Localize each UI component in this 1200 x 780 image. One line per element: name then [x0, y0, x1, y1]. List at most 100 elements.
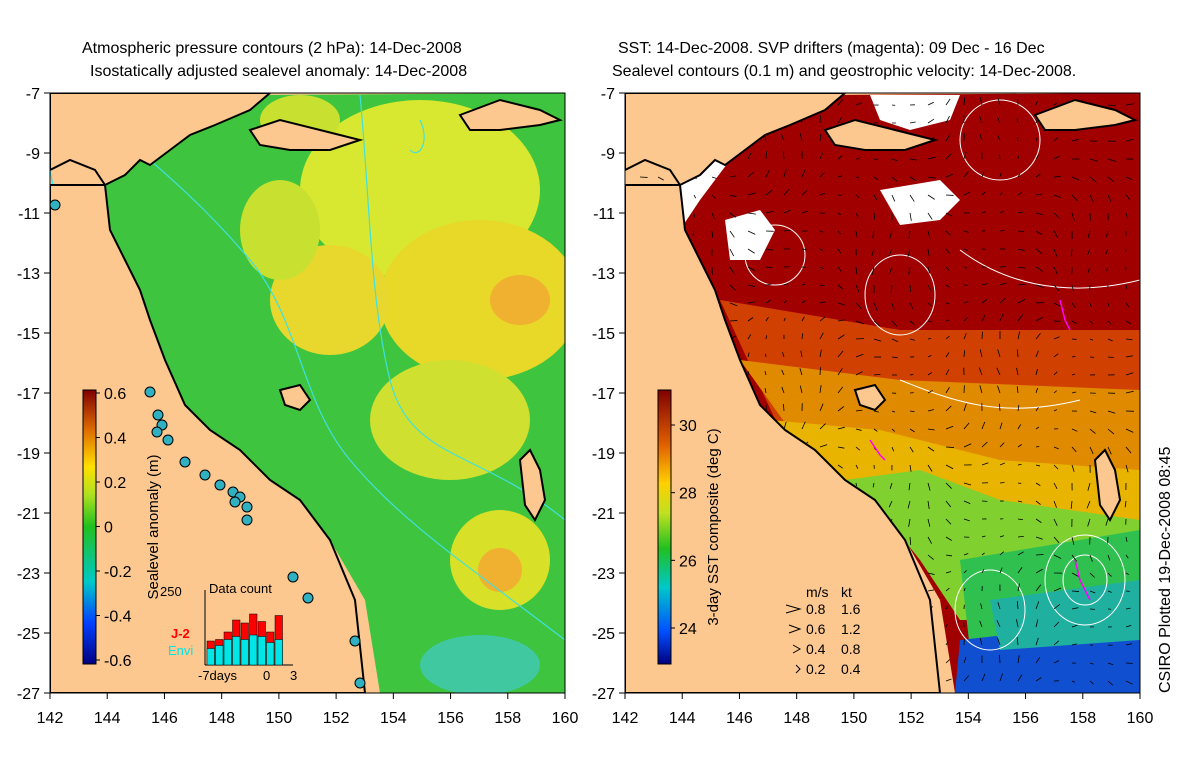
velocity-arrow — [837, 386, 844, 394]
y-tick-label: -27 — [17, 686, 40, 703]
y-tick-label: -13 — [17, 266, 40, 283]
velocity-arrow — [747, 230, 756, 235]
x-tick-label: 154 — [955, 710, 982, 727]
velocity-arrow — [837, 266, 842, 272]
velocity-arrow — [837, 117, 843, 124]
velocity-arrow — [1017, 173, 1021, 178]
velocity-arrow — [945, 335, 950, 340]
velocity-arrow — [819, 115, 821, 124]
velocity-arrow — [1071, 284, 1074, 292]
inset-xlabel-zero: 0 — [263, 668, 270, 683]
velocity-arrow — [963, 266, 968, 269]
velocity-arrow — [945, 464, 954, 470]
velocity-arrow — [783, 189, 790, 196]
velocity-arrow — [747, 334, 752, 340]
velocity-arrow — [1053, 155, 1060, 160]
left-map — [50, 93, 565, 693]
velocity-arrow — [1107, 680, 1113, 686]
velocity-arrow — [1071, 680, 1076, 683]
y-tick-label: -17 — [592, 386, 615, 403]
velocity-arrow — [1016, 601, 1019, 610]
velocity-arrow — [801, 170, 806, 178]
velocity-arrow — [729, 284, 737, 291]
inset-bar-envi — [240, 639, 249, 666]
velocity-arrow — [819, 367, 821, 376]
y-tick-label: -25 — [592, 626, 615, 643]
velocity-arrow — [819, 316, 826, 322]
velocity-arrow — [945, 284, 950, 288]
velocity-arrow — [873, 338, 882, 342]
velocity-arrow — [1035, 584, 1042, 592]
velocity-arrow — [1035, 536, 1043, 540]
velocity-arrow — [1125, 643, 1133, 646]
velocity-arrow — [963, 500, 971, 504]
velocity-arrow — [888, 266, 893, 275]
velocity-arrow — [819, 248, 824, 251]
velocity-arrow — [963, 350, 966, 358]
left-axes: -7 -9 -11 -13 -15 -17 -19 -21 -23 -25 -27 142 144 146… — [17, 86, 579, 727]
x-tick-label: 160 — [1127, 710, 1154, 727]
velocity-arrow — [891, 446, 895, 452]
velocity-arrow — [1035, 173, 1041, 178]
velocity-arrow — [837, 230, 841, 235]
velocity-arrow — [837, 99, 844, 106]
velocity-arrow — [1017, 248, 1025, 251]
velocity-arrow — [908, 518, 911, 527]
velocity-arrow — [889, 230, 893, 239]
velocity-arrow — [909, 428, 915, 433]
velocity-arrow — [1107, 194, 1112, 202]
velocity-arrow — [997, 116, 1001, 124]
velocity-arrow — [1125, 355, 1134, 358]
velocity-arrow — [855, 409, 863, 412]
velocity-arrow — [747, 212, 756, 215]
velocity-arrow — [1105, 518, 1109, 526]
velocity-arrow — [1071, 554, 1077, 562]
velocity-arrow — [1053, 371, 1058, 376]
velocity-arrow — [927, 118, 935, 124]
velocity-arrow — [999, 192, 1003, 196]
velocity-arrow — [909, 446, 914, 453]
inset-bar-envi — [249, 634, 258, 666]
velocity-arrow — [945, 302, 950, 304]
vel-row-ms: 0.8 — [806, 601, 826, 617]
velocity-arrow — [782, 403, 785, 412]
velocity-arrow — [783, 169, 787, 178]
velocity-arrow — [855, 446, 861, 451]
velocity-arrow — [1125, 428, 1134, 433]
velocity-arrow — [781, 369, 785, 376]
velocity-arrow — [945, 500, 952, 508]
velocity-arrow — [1017, 444, 1022, 448]
inset-bar-envi — [206, 648, 215, 666]
velocity-arrow — [1053, 284, 1060, 292]
right-map — [625, 93, 1140, 693]
velocity-arrow — [729, 230, 735, 238]
velocity-arrow — [819, 172, 825, 178]
velocity-arrow — [1071, 391, 1077, 394]
velocity-arrow — [1053, 194, 1061, 198]
velocity-arrow — [979, 638, 983, 646]
velocity-arrow — [747, 192, 756, 196]
velocity-arrow — [1125, 194, 1131, 200]
velocity-arrow — [1071, 572, 1079, 577]
velocity-arrow — [1107, 302, 1110, 307]
velocity-arrow — [1089, 176, 1097, 183]
velocity-arrow — [1087, 248, 1091, 256]
velocity-arrow — [1017, 266, 1026, 269]
velocity-arrow — [1107, 104, 1116, 107]
velocity-arrow — [855, 371, 863, 376]
velocity-arrow — [801, 421, 806, 430]
velocity-arrow — [783, 317, 786, 322]
inset-legend-envi: Envi — [168, 643, 193, 658]
velocity-arrow — [819, 403, 824, 412]
velocity-arrow — [855, 102, 862, 106]
velocity-arrow — [1071, 536, 1075, 545]
velocity-arrow — [927, 464, 933, 472]
inset-bar-envi — [215, 645, 224, 666]
velocity-arrow — [1017, 566, 1023, 574]
velocity-arrow — [1035, 137, 1038, 142]
velocity-arrow — [945, 98, 951, 106]
velocity-arrow — [747, 317, 754, 322]
velocity-arrow — [1017, 551, 1024, 556]
velocity-arrow — [927, 518, 931, 527]
velocity-arrow — [1071, 624, 1078, 628]
